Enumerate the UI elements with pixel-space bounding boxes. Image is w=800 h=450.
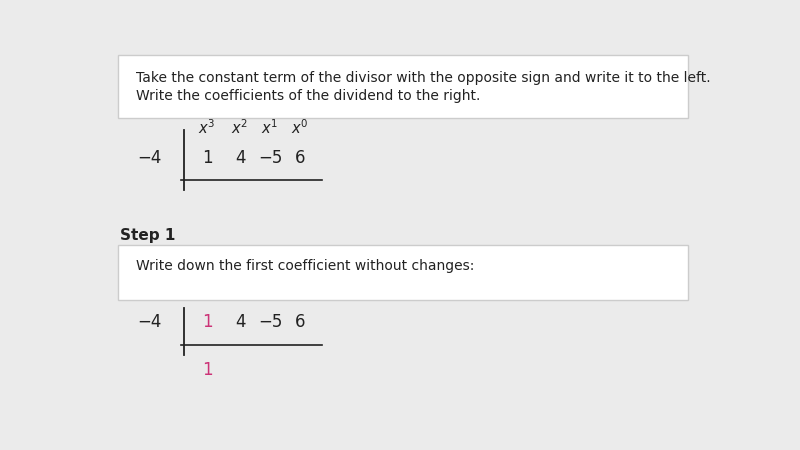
Text: Write down the first coefficient without changes:: Write down the first coefficient without…	[136, 259, 474, 273]
Text: −5: −5	[258, 149, 282, 167]
Text: 1: 1	[202, 149, 212, 167]
Text: −5: −5	[258, 313, 282, 331]
Text: 4: 4	[234, 149, 246, 167]
Text: Take the constant term of the divisor with the opposite sign and write it to the: Take the constant term of the divisor wi…	[136, 71, 710, 85]
Text: $x^2$: $x^2$	[231, 118, 249, 137]
Text: $x^3$: $x^3$	[198, 118, 216, 137]
FancyBboxPatch shape	[118, 55, 688, 118]
Text: Write the coefficients of the dividend to the right.: Write the coefficients of the dividend t…	[136, 89, 480, 103]
Text: 6: 6	[294, 313, 306, 331]
Text: −4: −4	[138, 149, 162, 167]
Text: 1: 1	[202, 361, 212, 379]
Text: $x^0$: $x^0$	[291, 118, 309, 137]
Text: 1: 1	[202, 313, 212, 331]
Text: 4: 4	[234, 313, 246, 331]
Text: Step 1: Step 1	[120, 228, 175, 243]
Text: 6: 6	[294, 149, 306, 167]
Text: $x^1$: $x^1$	[262, 118, 278, 137]
Text: −4: −4	[138, 313, 162, 331]
FancyBboxPatch shape	[118, 245, 688, 300]
